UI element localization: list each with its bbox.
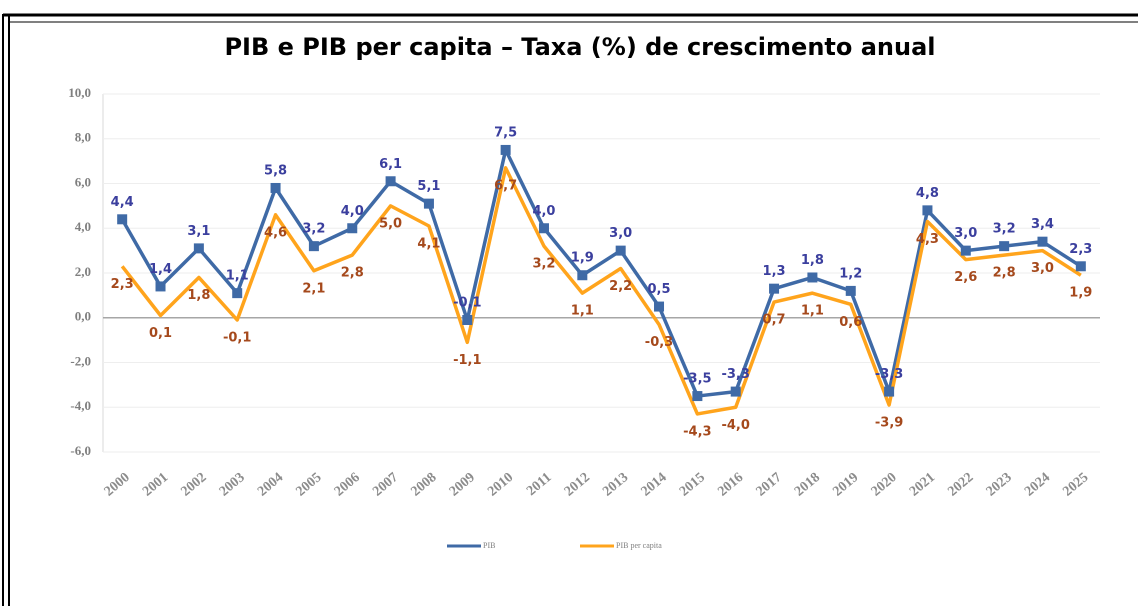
data-label: 6,7 — [494, 178, 517, 193]
legend-label: PIB — [483, 541, 495, 550]
data-label: 3,0 — [609, 226, 632, 241]
series-line — [120, 148, 1082, 398]
data-label: 1,1 — [801, 304, 824, 319]
y-tick-label: 0,0 — [75, 309, 91, 324]
data-label: 3,2 — [302, 222, 325, 237]
data-label: 3,2 — [993, 222, 1016, 237]
point-marker — [193, 243, 204, 254]
chart-title: PIB e PIB per capita – Taxa (%) de cresc… — [224, 33, 935, 61]
y-tick-label: 8,0 — [75, 130, 91, 145]
data-label: 2,6 — [954, 270, 977, 285]
y-tick-label: 10,0 — [68, 85, 91, 100]
data-label: 1,2 — [839, 266, 862, 281]
data-label: 4,3 — [916, 232, 939, 247]
data-label: -0,1 — [453, 295, 481, 310]
data-label: 2,3 — [111, 277, 134, 292]
point-marker — [577, 270, 588, 281]
data-label: 0,5 — [648, 282, 671, 297]
point-marker — [692, 391, 703, 402]
point-marker — [117, 214, 128, 225]
point-marker — [884, 386, 895, 397]
point-marker — [423, 198, 434, 209]
legend-label: PIB per capita — [616, 541, 662, 550]
data-label: 3,4 — [1031, 217, 1054, 232]
data-label: -3,3 — [721, 367, 749, 382]
data-label: 2,3 — [1069, 242, 1092, 257]
point-marker — [769, 283, 780, 294]
data-label: 2,8 — [993, 266, 1016, 281]
data-label: 1,3 — [763, 264, 786, 279]
data-label: 4,6 — [264, 225, 287, 240]
point-marker — [385, 176, 396, 187]
data-label: 2,8 — [341, 266, 364, 281]
data-label: -0,3 — [645, 335, 673, 350]
data-label: 2,1 — [302, 281, 325, 296]
point-marker — [1037, 236, 1048, 247]
point-marker — [615, 245, 626, 256]
y-tick-label: 2,0 — [75, 264, 91, 279]
series-line — [120, 166, 1082, 416]
data-label: -3,3 — [875, 367, 903, 382]
data-label: 7,5 — [494, 125, 517, 140]
point-marker — [922, 205, 933, 216]
data-label: 0,6 — [839, 315, 862, 330]
point-marker — [960, 245, 971, 256]
data-label: 1,8 — [801, 253, 824, 268]
data-label: 4,4 — [111, 195, 134, 210]
data-label: 0,1 — [149, 326, 172, 341]
data-label: 0,7 — [763, 313, 786, 328]
data-label: 4,0 — [341, 204, 364, 219]
point-marker — [730, 386, 741, 397]
data-label: 3,1 — [187, 224, 210, 239]
data-label: 5,1 — [417, 179, 440, 194]
data-label: -3,9 — [875, 416, 903, 431]
data-label: 6,1 — [379, 157, 402, 172]
data-label: 1,1 — [226, 269, 249, 284]
point-marker — [462, 314, 473, 325]
point-marker — [845, 285, 856, 296]
data-label: 5,0 — [379, 216, 402, 231]
point-marker — [155, 281, 166, 292]
data-label: 5,8 — [264, 163, 287, 178]
data-label: 4,1 — [417, 237, 440, 252]
data-label: -4,0 — [721, 418, 749, 433]
data-label: 2,2 — [609, 279, 632, 294]
data-label: -1,1 — [453, 353, 481, 368]
point-marker — [270, 182, 281, 193]
data-label: 3,2 — [532, 257, 555, 272]
data-label: 1,4 — [149, 262, 172, 277]
data-label: -3,5 — [683, 372, 711, 387]
data-label: 1,1 — [571, 304, 594, 319]
point-marker — [347, 223, 358, 234]
point-marker — [500, 144, 511, 155]
data-label: 4,8 — [916, 186, 939, 201]
point-marker — [1075, 261, 1086, 272]
data-label: 1,9 — [1069, 286, 1092, 301]
point-marker — [232, 288, 243, 299]
data-label: 1,8 — [187, 288, 210, 303]
y-tick-label: 6,0 — [75, 174, 91, 189]
y-tick-label: 4,0 — [75, 219, 91, 234]
point-marker — [654, 301, 665, 312]
point-marker — [538, 223, 549, 234]
point-marker — [308, 241, 319, 252]
point-marker — [999, 241, 1010, 252]
data-label: 3,0 — [954, 226, 977, 241]
data-label: 3,0 — [1031, 261, 1054, 276]
y-tick-label: -4,0 — [70, 398, 91, 413]
data-label: 4,0 — [532, 204, 555, 219]
point-marker — [807, 272, 818, 283]
data-label: 1,9 — [571, 251, 594, 266]
data-label: -0,1 — [223, 330, 251, 345]
y-tick-label: -6,0 — [70, 443, 91, 458]
data-label: -4,3 — [683, 424, 711, 439]
y-tick-label: -2,0 — [70, 353, 91, 368]
